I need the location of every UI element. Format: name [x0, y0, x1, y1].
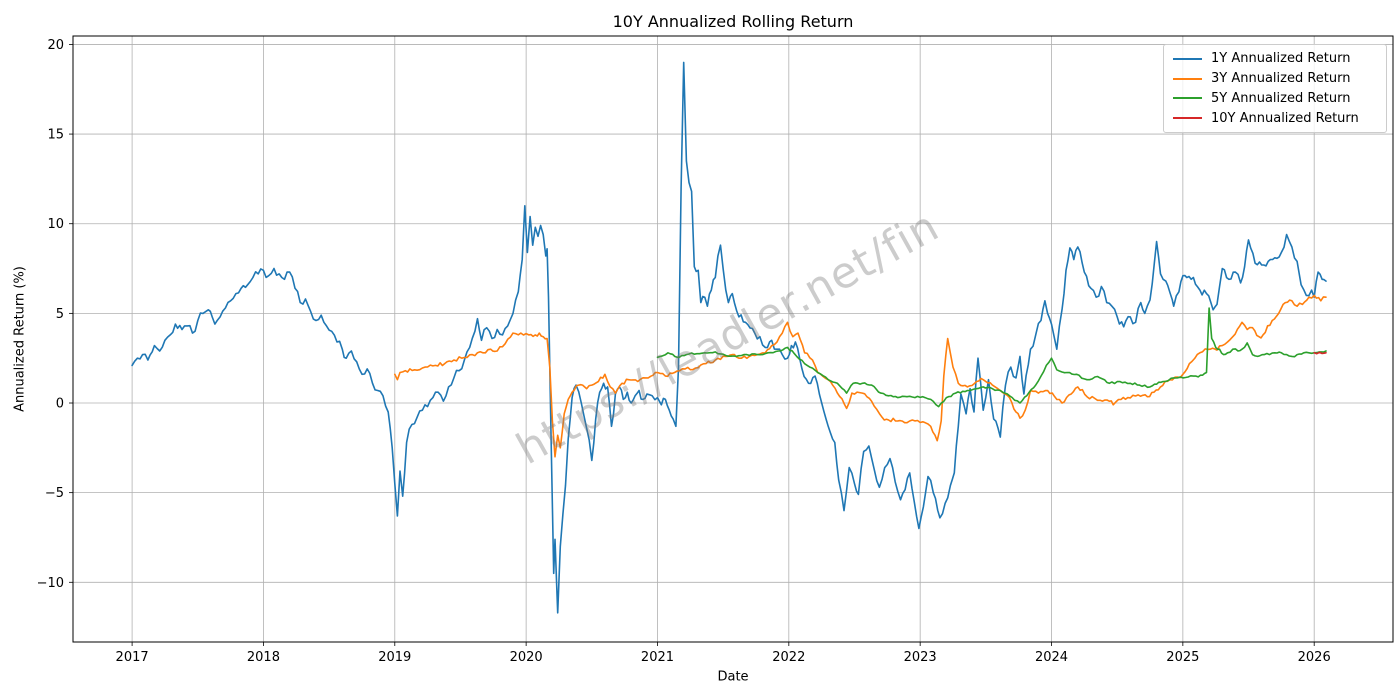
legend-label-5y: 5Y Annualized Return [1211, 90, 1351, 106]
y-tick-label: 10 [47, 217, 64, 232]
legend-item-3y: 3Y Annualized Return [1173, 72, 1377, 85]
series-line-3y [393, 294, 1327, 458]
legend-label-3y: 3Y Annualized Return [1211, 71, 1351, 87]
legend-label-1y: 1Y Annualized Return [1211, 51, 1351, 67]
x-tick-label: 2021 [641, 650, 674, 665]
y-tick-label: 20 [47, 38, 64, 53]
legend-swatch-5y [1173, 97, 1202, 100]
x-tick-label: 2018 [247, 650, 280, 665]
x-tick-label: 2019 [378, 650, 411, 665]
x-tick-label: 2020 [510, 650, 543, 665]
legend: 1Y Annualized Return 3Y Annualized Return… [1163, 44, 1387, 133]
legend-swatch-3y [1173, 77, 1202, 80]
x-tick-label: 2024 [1035, 650, 1068, 665]
y-tick-label: 15 [47, 128, 64, 143]
y-tick-label: 0 [56, 397, 64, 412]
x-tick-label: 2025 [1166, 650, 1199, 665]
legend-item-10y: 10Y Annualized Return [1173, 112, 1377, 125]
series-line-10y [1313, 351, 1327, 355]
y-tick-label: 5 [56, 307, 64, 322]
y-axis-label: Annualized Return (%) [12, 266, 28, 412]
y-tick-label: −5 [45, 486, 64, 501]
x-tick-label: 2022 [772, 650, 805, 665]
plot-border [72, 35, 1394, 643]
x-axis-label: Date [717, 669, 749, 685]
y-tick-label: −10 [37, 576, 64, 591]
legend-swatch-1y [1173, 57, 1202, 60]
legend-item-5y: 5Y Annualized Return [1173, 92, 1377, 105]
legend-label-10y: 10Y Annualized Return [1211, 110, 1359, 126]
legend-item-1y: 1Y Annualized Return [1173, 52, 1377, 65]
chart-title: 10Y Annualized Rolling Return [612, 12, 854, 31]
x-tick-label: 2023 [904, 650, 937, 665]
x-tick-label: 2026 [1298, 650, 1331, 665]
legend-swatch-10y [1173, 117, 1202, 120]
series-line-5y [656, 307, 1327, 408]
series-line-1y [131, 61, 1327, 614]
x-tick-label: 2017 [116, 650, 149, 665]
